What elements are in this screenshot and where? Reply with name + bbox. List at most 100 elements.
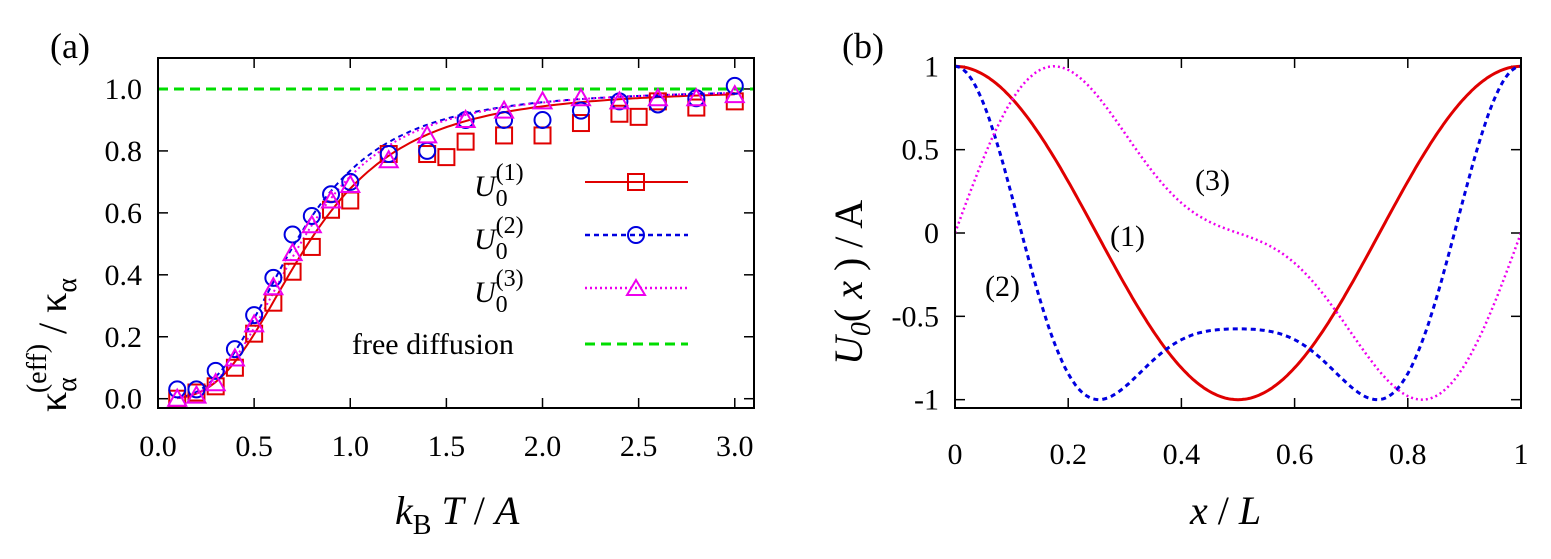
series-u0-1-point [437, 148, 456, 167]
series-u0-3-point [493, 99, 515, 119]
y-tick-label: 1 [924, 50, 939, 83]
panel-a-series [158, 76, 754, 408]
series-u0-2-point [341, 172, 360, 191]
y-tick-label: -0.5 [892, 300, 940, 333]
series-u0-3-point [243, 313, 265, 333]
series-u0-3-point [166, 387, 188, 407]
series-u0-2-point [571, 101, 590, 120]
panel-a-frame [157, 57, 755, 409]
series-u0-3-point [339, 173, 361, 193]
legend-entry-u0-2: U0(2) [474, 213, 688, 265]
potential-curve-3 [953, 65, 1523, 401]
series-u0-2-point [283, 225, 302, 244]
potential-curve-2 [954, 64, 1522, 402]
panel-a-label: (a) [50, 26, 90, 66]
series-u0-3-point [262, 276, 285, 296]
curve-label-3: (3) [1195, 164, 1230, 197]
x-tick-label: 2.5 [620, 430, 658, 463]
panel-a-x-axis-label: kB T / A [395, 488, 520, 541]
y-tick-label: 0.5 [902, 134, 940, 167]
panel-a-x-tick-labels: 0.0 0.5 1.0 1.5 2.0 2.5 3.0 [139, 430, 753, 463]
series-u0-3-point [185, 384, 208, 404]
panel-b-x-axis-label: x / L [1189, 488, 1261, 533]
panel-a-legend: U0(1) U0(2) U0(3) free diffusion [352, 160, 688, 361]
x-tick-label: 1.0 [332, 430, 370, 463]
legend-marker-u0-3 [625, 278, 647, 296]
series-u0-2-point [322, 185, 341, 204]
series-u0-1-point [225, 358, 244, 377]
series-u0-1-point [456, 132, 475, 151]
panel-b-label: (b) [842, 26, 884, 66]
panel-b: (b) 0 0.2 0.4 0.6 0.8 1 -1 -0.5 0 0.5 1 x / L U0(… [826, 26, 1529, 533]
panel-a-y-axis-label: κα(eff) / κα [22, 278, 83, 412]
legend-marker-u0-1 [627, 173, 645, 191]
series-u0-1-point [302, 237, 321, 256]
legend-label-u0-2: U0(2) [474, 213, 524, 265]
x-tick-label: 1.5 [428, 430, 466, 463]
series-u0-2-point [168, 380, 187, 399]
series-u0-3-point [570, 87, 592, 107]
series-u0-3-point [416, 124, 438, 144]
legend-marker-u0-2 [627, 226, 645, 244]
series-u0-2-point [264, 268, 283, 287]
series-u0-1-point [533, 126, 552, 145]
y-tick-label: 0.6 [105, 197, 143, 230]
series-u0-2-point [379, 145, 398, 164]
series-u0-2-point [725, 76, 744, 95]
x-tick-label: 0.8 [1389, 438, 1427, 471]
legend-label-free-diffusion: free diffusion [352, 328, 514, 361]
y-tick-label: 0.8 [105, 135, 143, 168]
series-u0-3-point [320, 189, 342, 209]
panel-a: (a) 0.0 0.5 1.0 1.5 2.0 2.5 3.0 0.0 0.2 0.4 0.6 0.… [22, 26, 755, 541]
series-u0-3-point [647, 87, 669, 107]
y-tick-label: 0.2 [105, 321, 143, 354]
series-u0-3-point [204, 372, 227, 392]
x-tick-label: 0.5 [235, 430, 273, 463]
panel-b-y-tick-labels: -1 -0.5 0 0.5 1 [892, 50, 940, 416]
series-u0-3-point [301, 214, 323, 234]
x-tick-label: 0.6 [1276, 438, 1314, 471]
series-u0-2-point [302, 206, 321, 225]
y-tick-label: 0 [924, 217, 939, 250]
panel-a-y-tick-labels: 0.0 0.2 0.4 0.6 0.8 1.0 [105, 73, 143, 416]
series-u0-1-curve [177, 93, 735, 400]
series-u0-2-point [533, 110, 552, 129]
series-u0-2-point [245, 306, 264, 325]
x-tick-label: 3.0 [716, 430, 754, 463]
series-u0-3-point [454, 108, 477, 128]
x-tick-label: 2.0 [524, 430, 562, 463]
y-tick-label: -1 [914, 384, 939, 417]
y-tick-label: 1.0 [105, 73, 143, 106]
series-u0-3-curve [177, 92, 735, 400]
series-u0-3-point [608, 90, 631, 110]
series-u0-3-point [724, 84, 746, 104]
panel-b-frame [954, 57, 1522, 409]
y-tick-label: 0.0 [105, 383, 143, 416]
panel-b-y-axis-label: U0( x ) / A [826, 200, 877, 365]
series-u0-2-point [206, 361, 225, 380]
series-u0-2-point [495, 110, 514, 129]
series-u0-3-point [224, 347, 246, 367]
series-u0-1-point [610, 104, 629, 123]
series-u0-1-point [283, 262, 302, 281]
legend-entry-free-diffusion: free diffusion [352, 328, 688, 361]
series-u0-1-point [687, 98, 706, 117]
x-tick-label: 0.2 [1049, 438, 1087, 471]
series-u0-1-point [629, 107, 648, 126]
y-tick-label: 0.4 [105, 259, 143, 292]
series-u0-3-point [685, 87, 708, 107]
series-u0-2-point [225, 340, 244, 359]
legend-entry-u0-3: U0(3) [474, 266, 688, 318]
series-u0-1-point [245, 324, 264, 343]
legend-label-u0-1: U0(1) [474, 160, 524, 212]
series-u0-1-point [571, 114, 590, 133]
potential-curve-1 [954, 64, 1522, 402]
series-u0-3-point [531, 90, 554, 110]
curve-label-2: (2) [985, 270, 1020, 303]
panel-b-series [953, 64, 1523, 402]
x-tick-label: 0.4 [1163, 438, 1201, 471]
series-u0-1-point [495, 126, 514, 145]
series-u0-3-point [378, 149, 400, 169]
legend-label-u0-3: U0(3) [474, 266, 524, 318]
